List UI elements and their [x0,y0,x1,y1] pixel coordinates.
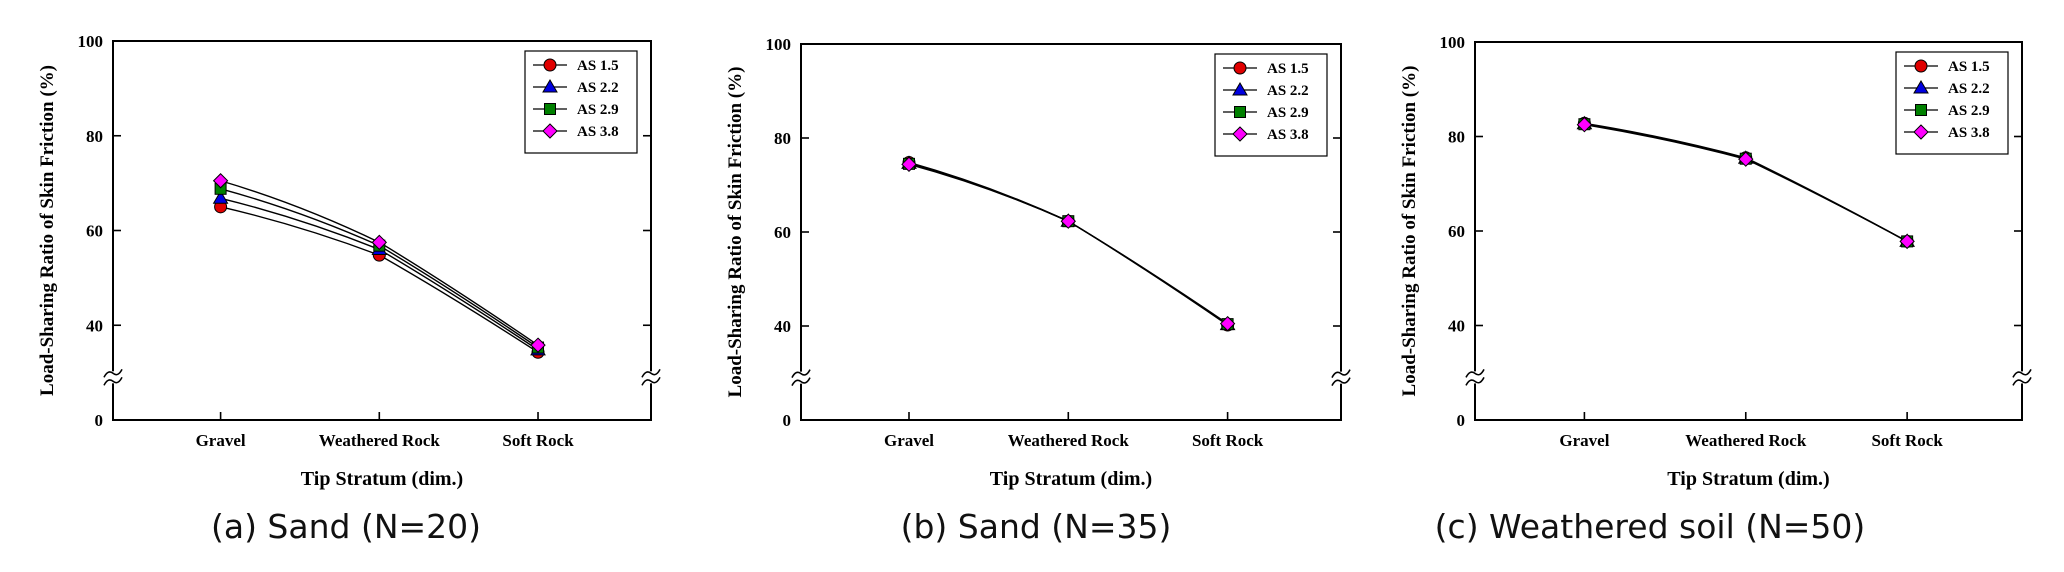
series-line-as-1-5 [1584,122,1908,243]
series-line-as-2-9 [1584,123,1908,243]
x-tick-label: Soft Rock [502,431,574,450]
x-tick-label: Gravel [884,431,934,450]
data-point-diamond [530,337,546,353]
legend-label: AS 3.8 [1948,125,1990,141]
legend-label: AS 2.9 [1267,105,1309,121]
y-axis-label: Load-Sharing Ratio of Skin Friction (%) [725,67,746,398]
legend-marker-diamond [1232,126,1248,142]
data-point-diamond [212,173,229,189]
legend-label: AS 3.8 [1267,127,1309,143]
y-tick-label: 80 [86,127,103,146]
x-tick-label: Soft Rock [1871,431,1943,450]
axis-break-right [1331,369,1351,387]
y-tick-label: 0 [1457,411,1466,430]
axis-break-right [2012,369,2032,386]
chart-panel-a: 0 40 60 80 100 Gravel Weathered Rock Soft Rock T… [37,32,661,546]
legend-label: AS 1.5 [1948,59,1990,75]
y-tick-label: 60 [1448,222,1465,241]
y-tick-label: 40 [86,316,103,335]
series-line-as-2-2 [908,162,1228,326]
series-line-as-2-2 [1584,123,1908,243]
data-point-diamond [901,156,917,173]
legend-label: AS 2.2 [1267,83,1309,99]
legend-marker-square [544,103,556,115]
y-tick-label: 60 [86,222,103,241]
data-point-diamond [1060,213,1077,229]
legend-marker-triangle [542,79,558,93]
legend-marker-circle [1233,61,1247,75]
axis-break-left [791,369,811,387]
axis-break-left [103,368,123,386]
chart-caption: (b) Sand (N=35) [901,507,1172,546]
y-tick-label: 60 [774,223,791,242]
legend-label: AS 3.8 [577,124,619,140]
legend-marker-circle [543,58,557,72]
legend-label: AS 1.5 [1267,61,1309,77]
legend-marker-triangle [1913,80,1929,94]
y-tick-label: 40 [1448,317,1465,336]
axis-break-left [1465,369,1485,386]
y-tick-label: 100 [1440,33,1466,52]
legend-marker-diamond [542,123,558,139]
y-tick-label: 40 [774,317,791,336]
y-tick-label: 100 [78,32,104,51]
legend-marker-square [1234,106,1246,118]
series-line-as-3-8 [908,163,1228,325]
chart-panel-b: 0 40 60 80 100 Gravel Weathered Rock Soft Rock T… [725,35,1351,546]
legend-marker-diamond [1913,124,1929,140]
y-tick-label: 0 [95,411,104,430]
legend-label: AS 2.2 [1948,81,1990,97]
legend-marker-square [1915,104,1927,116]
chart-caption: (c) Weathered soil (N=50) [1435,507,1866,546]
x-tick-label: Weathered Rock [319,431,441,450]
series-line-as-2-9 [908,163,1228,325]
x-tick-label: Weathered Rock [1008,431,1130,450]
y-tick-label: 0 [783,411,792,430]
x-tick-label: Soft Rock [1192,431,1264,450]
x-tick-label: Weathered Rock [1685,431,1807,450]
x-axis-label: Tip Stratum (dim.) [1667,468,1829,490]
data-point-diamond [1738,151,1754,167]
chart-panel-c: 0 40 60 80 100 Gravel Weathered Rock Soft Rock T… [1399,33,2032,546]
data-point-diamond [1899,233,1915,250]
series-line-as-2-9 [220,188,539,349]
legend-label: AS 2.9 [577,102,619,118]
legend-label: AS 2.9 [1948,103,1990,119]
legend-marker-triangle [1232,82,1248,96]
data-point-triangle [212,190,229,204]
legend-marker-circle [1914,59,1928,73]
x-tick-label: Gravel [1559,431,1609,450]
chart-caption: (a) Sand (N=20) [211,507,481,546]
series-line-as-3-8 [220,180,539,346]
data-point-diamond [1219,315,1236,332]
x-tick-label: Gravel [196,431,246,450]
legend-box [1214,53,1328,157]
data-point-diamond [371,234,388,251]
legend-label: AS 1.5 [577,58,619,74]
data-point-diamond [1576,116,1593,133]
series-line-as-1-5 [220,206,539,353]
axis-break-right [641,368,661,386]
y-tick-label: 100 [766,35,792,54]
series-line-as-3-8 [1584,123,1908,243]
series-line-as-1-5 [908,161,1228,326]
legend-label: AS 2.2 [577,80,619,96]
y-tick-label: 80 [774,129,791,148]
y-axis-label: Load-Sharing Ratio of Skin Friction (%) [1399,66,1420,397]
x-axis-label: Tip Stratum (dim.) [990,468,1152,490]
legend-box [1895,51,2009,155]
legend-box [524,50,638,154]
y-tick-label: 80 [1448,128,1465,147]
x-axis-label: Tip Stratum (dim.) [301,468,463,490]
series-line-as-2-2 [220,197,539,351]
y-axis-label: Load-Sharing Ratio of Skin Friction (%) [37,65,58,396]
